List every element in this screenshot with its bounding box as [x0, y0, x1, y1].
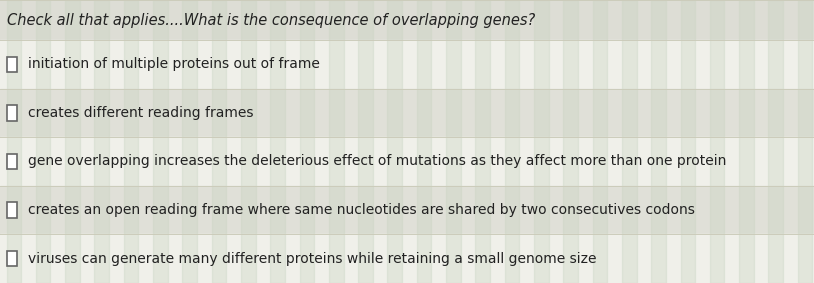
Bar [182, 0, 197, 283]
Bar [446, 0, 461, 283]
Bar [329, 0, 344, 283]
Bar [710, 0, 724, 283]
Bar [534, 0, 549, 283]
Bar [622, 0, 637, 283]
Bar [593, 0, 607, 283]
Bar [446, 0, 461, 283]
Bar [505, 0, 519, 283]
Bar [212, 0, 226, 283]
Bar [798, 0, 812, 283]
Bar [417, 0, 431, 283]
Bar [387, 0, 402, 283]
Bar [475, 0, 490, 283]
Bar [124, 0, 138, 283]
Bar [0, 89, 814, 137]
Bar [651, 0, 666, 283]
Bar [270, 0, 285, 283]
Bar [36, 0, 50, 283]
Bar [798, 0, 812, 283]
Bar [329, 0, 344, 283]
Bar [7, 202, 17, 218]
Text: creates an open reading frame where same nucleotides are shared by two consecuti: creates an open reading frame where same… [28, 203, 695, 217]
Bar [387, 0, 402, 283]
Bar [7, 0, 21, 283]
Bar [7, 251, 17, 267]
Bar [300, 0, 314, 283]
Bar [124, 0, 138, 283]
Bar [0, 0, 814, 40]
Bar [739, 0, 754, 283]
Text: creates different reading frames: creates different reading frames [28, 106, 254, 120]
Bar [681, 0, 695, 283]
Bar [622, 0, 637, 283]
Bar [710, 0, 724, 283]
Bar [65, 0, 80, 283]
Bar [475, 0, 490, 283]
Bar [153, 0, 168, 283]
Bar [270, 0, 285, 283]
Bar [0, 234, 814, 283]
Text: Check all that applies....What is the consequence of overlapping genes?: Check all that applies....What is the co… [7, 12, 535, 27]
Bar [417, 0, 431, 283]
Bar [300, 0, 314, 283]
Bar [768, 0, 783, 283]
Bar [241, 0, 256, 283]
Bar [534, 0, 549, 283]
Text: initiation of multiple proteins out of frame: initiation of multiple proteins out of f… [28, 57, 321, 71]
Bar [651, 0, 666, 283]
Bar [94, 0, 109, 283]
Bar [0, 137, 814, 186]
Bar [358, 0, 373, 283]
Bar [212, 0, 226, 283]
Bar [36, 0, 50, 283]
Text: gene overlapping increases the deleterious effect of mutations as they affect mo: gene overlapping increases the deleterio… [28, 155, 727, 168]
Bar [563, 0, 578, 283]
Bar [563, 0, 578, 283]
Bar [7, 154, 17, 169]
Bar [0, 40, 814, 89]
Bar [94, 0, 109, 283]
Bar [7, 57, 17, 72]
Bar [358, 0, 373, 283]
Bar [681, 0, 695, 283]
Bar [241, 0, 256, 283]
Bar [7, 0, 21, 283]
Bar [7, 105, 17, 121]
Bar [0, 186, 814, 234]
Bar [153, 0, 168, 283]
Bar [505, 0, 519, 283]
Bar [65, 0, 80, 283]
Bar [739, 0, 754, 283]
Bar [182, 0, 197, 283]
Bar [768, 0, 783, 283]
Bar [593, 0, 607, 283]
Text: viruses can generate many different proteins while retaining a small genome size: viruses can generate many different prot… [28, 252, 597, 266]
